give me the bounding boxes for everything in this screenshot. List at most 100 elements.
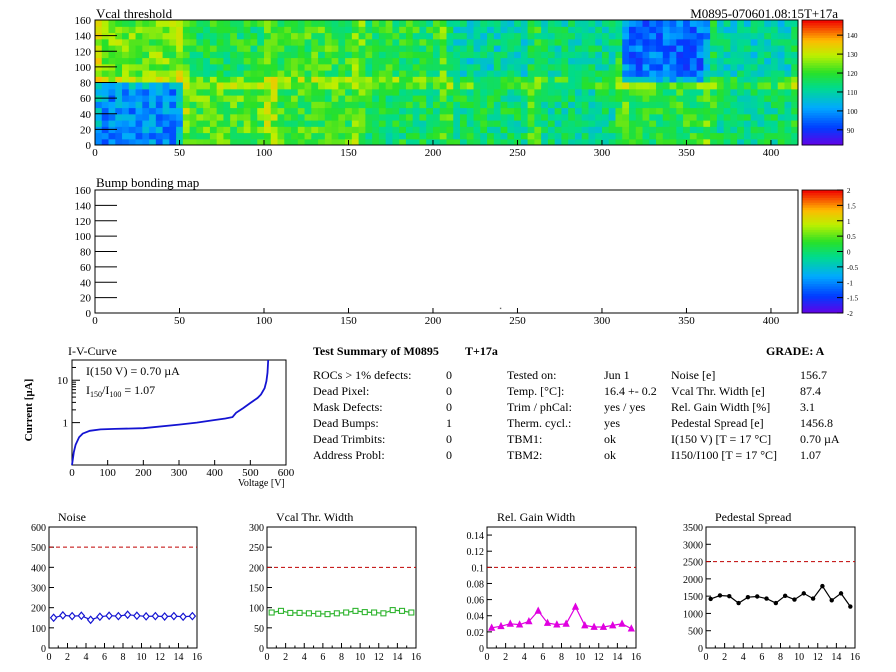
vcal-heatmap-cell	[696, 26, 704, 34]
gainwidth-data-point	[618, 619, 626, 627]
vcal-zbar-band	[802, 140, 843, 143]
vcal-heatmap-cell	[514, 51, 522, 59]
vcal-heatmap-cell	[263, 113, 272, 121]
vcal-heatmap-cell	[547, 63, 556, 71]
vcal-heatmap-cell	[209, 101, 218, 109]
vcal-heatmap-cell	[547, 82, 556, 90]
vcal-heatmap-cell	[473, 45, 481, 52]
vcal-heatmap-cell	[595, 45, 603, 52]
vcal-heatmap-cell	[257, 76, 265, 84]
vcal-heatmap-cell	[642, 132, 650, 140]
vcal-heatmap-cell	[162, 45, 170, 52]
vcal-xtick-label: 300	[594, 147, 611, 159]
vcal-heatmap-cell	[399, 26, 407, 34]
vcal-heatmap-cell	[601, 45, 610, 52]
vcal-heatmap-cell	[385, 26, 394, 34]
vcal-heatmap-cell	[230, 113, 238, 121]
vcal-heatmap-cell	[703, 138, 711, 145]
vcal-heatmap-cell	[743, 82, 752, 90]
vcal-heatmap-cell	[764, 38, 772, 46]
vcal-heatmap-cell	[439, 101, 448, 109]
vcal-heatmap-cell	[439, 20, 448, 27]
vcal-ytick-label: 120	[75, 46, 92, 58]
vcal-heatmap-cell	[696, 70, 704, 77]
vcal-heatmap-cell	[122, 95, 130, 102]
vcal-heatmap-cell	[696, 32, 704, 40]
vcal-heatmap-cell	[791, 88, 798, 96]
vcal-heatmap-cell	[554, 76, 563, 84]
summary-row: Temp. [°C]:	[507, 384, 565, 398]
vcal-heatmap-cell	[304, 113, 312, 121]
vcal-heatmap-cell	[581, 32, 590, 40]
vcal-heatmap-cell	[270, 20, 279, 27]
vcal-heatmap-cell	[541, 26, 549, 34]
vcal-heatmap-cell	[115, 32, 123, 40]
bump-zbar-band	[802, 199, 843, 203]
vcal-heatmap-cell	[574, 95, 583, 102]
vcal-heatmap-cell	[196, 107, 204, 115]
vcal-heatmap-cell	[764, 101, 772, 109]
summary-value: 87.4	[800, 384, 821, 398]
vcal-heatmap-cell	[311, 126, 319, 134]
vcal-heatmap-cell	[95, 138, 103, 145]
bump-zbar-band	[802, 214, 843, 218]
vcal-heatmap-cell	[358, 45, 366, 52]
vcal-heatmap-cell	[311, 101, 319, 109]
vcal-heatmap-cell	[554, 126, 563, 134]
vcal-heatmap-cell	[730, 63, 738, 71]
vcal-heatmap-cell	[135, 132, 143, 140]
gainwidth-xtick-label: 14	[612, 652, 622, 663]
vcal-heatmap-cell	[466, 132, 475, 140]
noise-data-point	[151, 611, 160, 621]
vcal-heatmap-cell	[574, 88, 583, 96]
vcal-heatmap-cell	[615, 101, 623, 109]
vcal-heatmap-cell	[209, 82, 218, 90]
vcal-heatmap-cell	[358, 20, 366, 27]
vcal-heatmap-cell	[547, 70, 556, 77]
vcal-heatmap-cell	[209, 32, 218, 40]
vcal-heatmap-cell	[541, 76, 549, 84]
vcal-heatmap-cell	[770, 126, 779, 134]
vcal-heatmap-cell	[676, 45, 684, 52]
summary-value: 156.7	[800, 368, 827, 382]
vcal-heatmap-cell	[412, 20, 421, 27]
vcal-heatmap-cell	[243, 101, 252, 109]
vcal-heatmap-cell	[716, 95, 725, 102]
vcal-heatmap-cell	[480, 70, 488, 77]
vcal-heatmap-cell	[412, 63, 421, 71]
vcal-heatmap-cell	[155, 95, 164, 102]
vcal-heatmap-cell	[608, 20, 617, 27]
vcal-heatmap-cell	[784, 51, 792, 59]
vcal-heatmap-cell	[331, 132, 339, 140]
vcal-heatmap-cell	[263, 76, 272, 84]
vcal-heatmap-cell	[95, 120, 103, 127]
vcal-heatmap-cell	[149, 107, 157, 115]
vcal-heatmap-cell	[696, 126, 704, 134]
vcal-heatmap-cell	[236, 126, 245, 134]
vcalwidth-ytick-label: 0	[259, 644, 264, 655]
vcal-heatmap-cell	[541, 88, 549, 96]
gainwidth-frame	[486, 526, 637, 649]
vcal-heatmap-cell	[622, 138, 630, 145]
vcal-heatmap-cell	[155, 132, 164, 140]
vcal-heatmap-cell	[750, 51, 759, 59]
vcal-heatmap-cell	[284, 20, 292, 27]
vcal-heatmap-cell	[351, 20, 360, 27]
vcal-heatmap-cell	[527, 101, 535, 109]
vcal-heatmap-cell	[716, 107, 725, 115]
vcal-heatmap-cell	[568, 138, 576, 145]
noise-data-point	[77, 611, 86, 621]
vcal-heatmap-cell	[270, 138, 279, 145]
vcal-heatmap-cell	[520, 26, 529, 34]
vcal-heatmap-cell	[777, 20, 786, 27]
vcal-heatmap-cell	[500, 120, 508, 127]
vcal-zbar-band	[802, 112, 843, 116]
vcal-heatmap-cell	[649, 70, 657, 77]
vcal-heatmap-cell	[405, 57, 414, 65]
vcal-heatmap-cell	[473, 57, 481, 65]
vcal-heatmap-cell	[588, 63, 596, 71]
vcal-heatmap-cell	[209, 126, 218, 134]
vcal-heatmap-cell	[311, 107, 319, 115]
vcal-zbar-band	[802, 65, 843, 68]
